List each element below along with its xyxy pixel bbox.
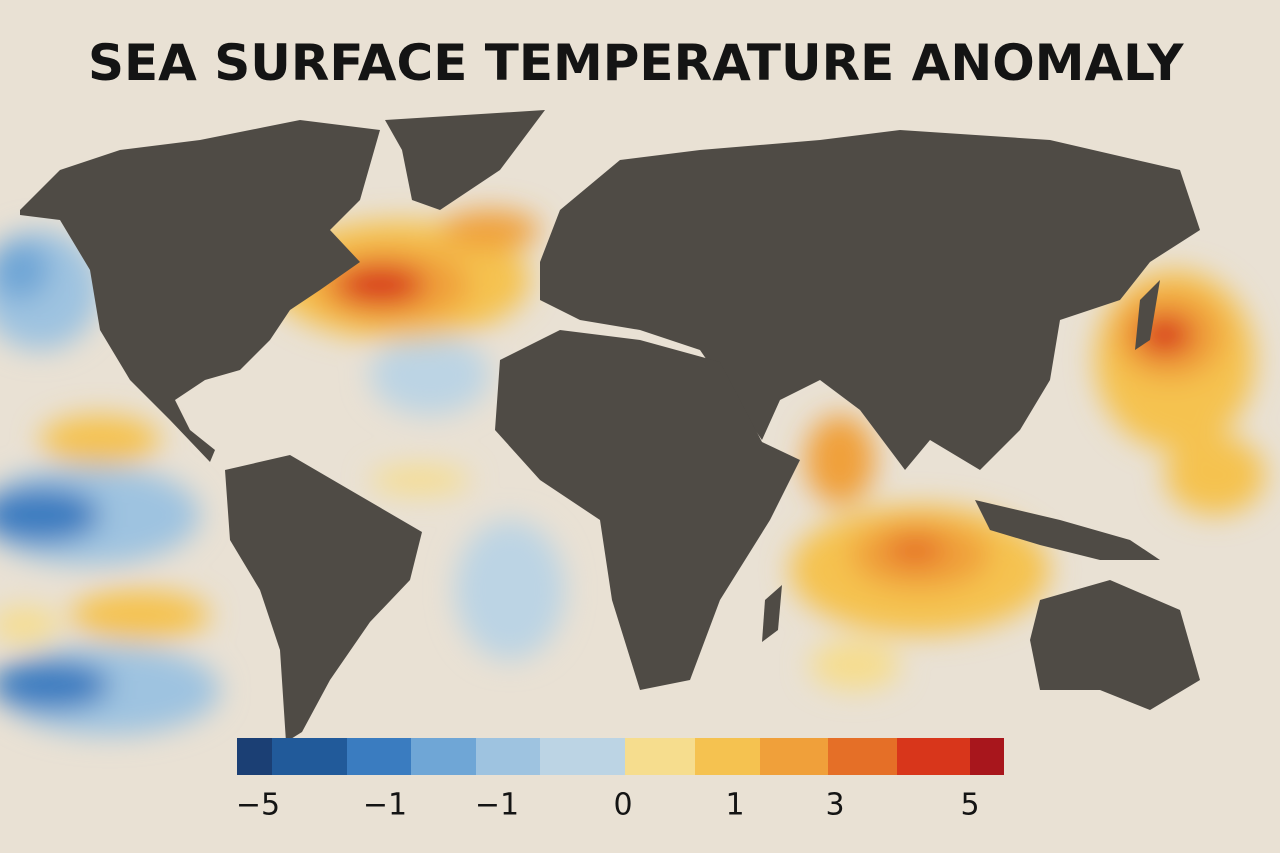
colorbar-label: 0 [613,788,632,823]
colorbar-segment [347,738,411,775]
colorbar-segment [476,738,540,775]
colorbar-segment [897,738,970,775]
colorbar-segment [411,738,476,775]
colorbar-segment [272,738,347,775]
colorbar-segment [540,738,625,775]
colorbar-label: 3 [825,788,844,823]
colorbar-segment [828,738,897,775]
colorbar-label: −1 [475,788,519,823]
anomaly-field [0,210,1265,735]
colorbar-label: 1 [725,788,744,823]
colorbar: −5 −1 −1 0 1 3 5 [236,738,1004,823]
colorbar-segment [970,738,1004,775]
colorbar-label: 5 [960,788,979,823]
colorbar-segment [760,738,828,775]
title: SEA SURFACE TEMPERATURE ANOMALY [88,34,1184,92]
colorbar-segment [625,738,695,775]
colorbar-label: −5 [236,788,280,823]
colorbar-label: −1 [363,788,407,823]
colorbar-segment [237,738,272,775]
colorbar-segment [695,738,760,775]
landmasses [20,110,1200,742]
